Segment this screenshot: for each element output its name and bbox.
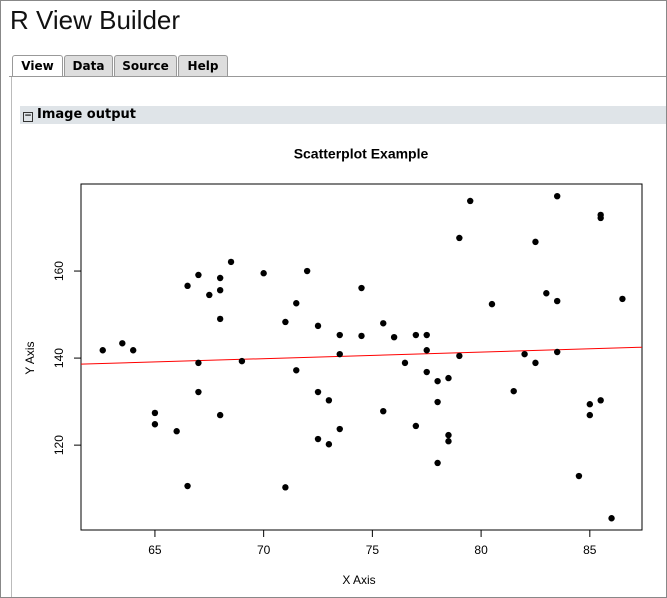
point: [401, 359, 409, 367]
panel-border: [11, 77, 12, 597]
section-header[interactable]: − Image output: [20, 106, 666, 124]
point: [532, 238, 539, 246]
x-tick-label: 65: [148, 543, 162, 557]
point: [195, 388, 202, 396]
point: [543, 290, 550, 297]
point: [195, 271, 202, 279]
point: [445, 438, 452, 445]
point: [553, 297, 561, 305]
point: [227, 258, 235, 266]
point: [575, 472, 583, 480]
point: [119, 340, 126, 347]
point: [206, 291, 213, 299]
point: [216, 411, 224, 419]
point: [532, 359, 539, 367]
point: [608, 515, 615, 522]
x-tick-label: 85: [583, 543, 597, 557]
point: [488, 300, 496, 308]
y-tick-label: 120: [52, 435, 66, 455]
plot-box: [80, 183, 643, 531]
point: [358, 284, 365, 292]
x-tick-label: 70: [257, 543, 271, 557]
point: [336, 350, 343, 358]
point: [325, 397, 333, 404]
point: [456, 234, 463, 242]
point: [260, 270, 267, 277]
point: [380, 320, 387, 327]
point: [597, 214, 604, 222]
point: [467, 197, 474, 205]
chart-title: Scatterplot Example: [294, 146, 429, 162]
point: [434, 459, 441, 467]
point: [510, 387, 517, 395]
section-title: Image output: [37, 107, 136, 122]
point: [216, 274, 224, 282]
tab[interactable]: Help: [178, 55, 228, 76]
fit-line: [80, 346, 643, 365]
y-tick-label: 160: [52, 261, 66, 281]
point: [390, 333, 398, 341]
x-axis-label: X Axis: [342, 573, 375, 587]
point: [151, 421, 159, 428]
point: [184, 282, 191, 290]
point: [99, 347, 106, 354]
point: [521, 350, 528, 358]
point: [282, 318, 289, 326]
point: [293, 367, 300, 374]
point: [423, 347, 430, 354]
point: [412, 331, 420, 339]
point: [314, 435, 322, 443]
point: [456, 352, 463, 360]
x-tick-label: 80: [474, 543, 488, 557]
collapse-icon[interactable]: −: [23, 111, 33, 122]
point: [412, 422, 420, 430]
point: [216, 286, 224, 294]
point: [358, 332, 365, 340]
point: [586, 401, 594, 408]
tab[interactable]: Source: [114, 55, 177, 76]
point: [238, 357, 246, 365]
point: [184, 482, 191, 490]
y-axis-label: Y Axis: [23, 341, 37, 374]
point: [216, 315, 224, 323]
point: [336, 331, 343, 339]
point: [434, 377, 441, 385]
tab[interactable]: View: [12, 55, 63, 77]
point: [553, 348, 561, 356]
point: [423, 331, 430, 339]
x-tick-label: 75: [366, 543, 380, 557]
point: [173, 428, 180, 435]
point: [445, 431, 452, 439]
point: [303, 267, 311, 275]
y-tick-label: 140: [52, 348, 66, 368]
point: [314, 388, 322, 396]
point: [195, 359, 202, 367]
point: [325, 441, 333, 448]
tab-line: [9, 76, 666, 77]
tab[interactable]: Data: [64, 55, 113, 76]
point: [151, 409, 159, 417]
point: [336, 425, 343, 433]
point: [553, 192, 561, 200]
point: [434, 398, 441, 406]
point: [293, 300, 300, 307]
point: [314, 322, 322, 330]
point: [586, 411, 594, 419]
point: [423, 368, 430, 376]
point: [380, 407, 387, 415]
point: [129, 347, 137, 354]
point: [597, 397, 604, 404]
point: [445, 374, 452, 382]
point: [619, 295, 626, 303]
app-title: R View Builder: [10, 5, 181, 35]
point: [282, 484, 289, 491]
